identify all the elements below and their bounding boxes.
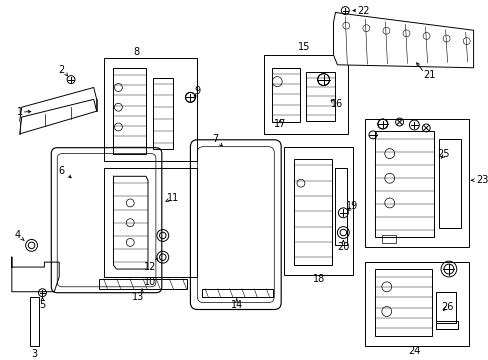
Text: 4: 4: [15, 230, 21, 240]
Text: 23: 23: [476, 175, 488, 185]
Polygon shape: [333, 13, 472, 68]
Bar: [30, 297, 40, 346]
Text: 3: 3: [31, 349, 38, 359]
Bar: [365, 262, 468, 346]
Bar: [293, 158, 331, 265]
Bar: [365, 119, 468, 247]
Text: 17: 17: [273, 119, 286, 129]
Text: 1: 1: [17, 107, 23, 117]
Text: 16: 16: [331, 99, 343, 109]
Text: 9: 9: [194, 86, 200, 96]
Text: 8: 8: [133, 47, 139, 57]
Text: 18: 18: [312, 274, 324, 284]
Bar: [202, 289, 273, 297]
Polygon shape: [20, 87, 97, 134]
Bar: [103, 58, 197, 162]
Text: 21: 21: [422, 70, 434, 80]
Bar: [153, 78, 172, 149]
Bar: [103, 168, 197, 277]
Text: 11: 11: [166, 193, 179, 203]
Bar: [438, 139, 460, 228]
Text: 2: 2: [58, 65, 64, 75]
Bar: [335, 168, 346, 246]
Bar: [381, 235, 395, 243]
Text: 25: 25: [437, 149, 449, 159]
Bar: [113, 68, 146, 154]
Text: 24: 24: [407, 346, 420, 356]
Bar: [374, 131, 433, 238]
Bar: [284, 147, 352, 275]
Bar: [264, 55, 347, 134]
Bar: [99, 279, 187, 289]
Text: 14: 14: [230, 300, 243, 310]
Bar: [272, 68, 299, 122]
Text: 5: 5: [39, 300, 45, 310]
Text: 26: 26: [441, 302, 453, 311]
Bar: [305, 72, 335, 121]
Text: 19: 19: [346, 201, 358, 211]
Bar: [435, 321, 457, 329]
Text: 6: 6: [58, 166, 64, 176]
Text: 20: 20: [336, 242, 349, 252]
Text: 12: 12: [143, 262, 156, 272]
Text: 7: 7: [211, 134, 218, 144]
Bar: [435, 292, 455, 323]
Text: 13: 13: [132, 292, 144, 302]
Text: 10: 10: [143, 277, 156, 287]
Bar: [374, 269, 431, 336]
Text: 15: 15: [297, 42, 309, 52]
Text: 22: 22: [356, 5, 368, 15]
